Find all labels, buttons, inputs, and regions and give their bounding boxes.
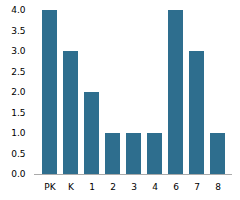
svg-text:1: 1	[89, 182, 95, 192]
svg-text:3.0: 3.0	[11, 46, 26, 56]
svg-text:3: 3	[131, 182, 137, 192]
svg-text:2: 2	[110, 182, 116, 192]
svg-text:PK: PK	[44, 182, 56, 192]
svg-text:K: K	[68, 182, 75, 192]
svg-text:6: 6	[173, 182, 179, 192]
svg-text:0.0: 0.0	[11, 169, 26, 179]
svg-text:3.5: 3.5	[11, 26, 25, 36]
svg-text:4: 4	[152, 182, 158, 192]
svg-text:8: 8	[215, 182, 221, 192]
svg-text:1.5: 1.5	[11, 108, 25, 118]
svg-text:4.0: 4.0	[11, 5, 26, 15]
svg-text:1.0: 1.0	[11, 128, 26, 138]
svg-text:2.0: 2.0	[11, 87, 26, 97]
svg-text:7: 7	[194, 182, 200, 192]
svg-text:0.5: 0.5	[11, 149, 25, 159]
svg-text:2.5: 2.5	[11, 67, 25, 77]
